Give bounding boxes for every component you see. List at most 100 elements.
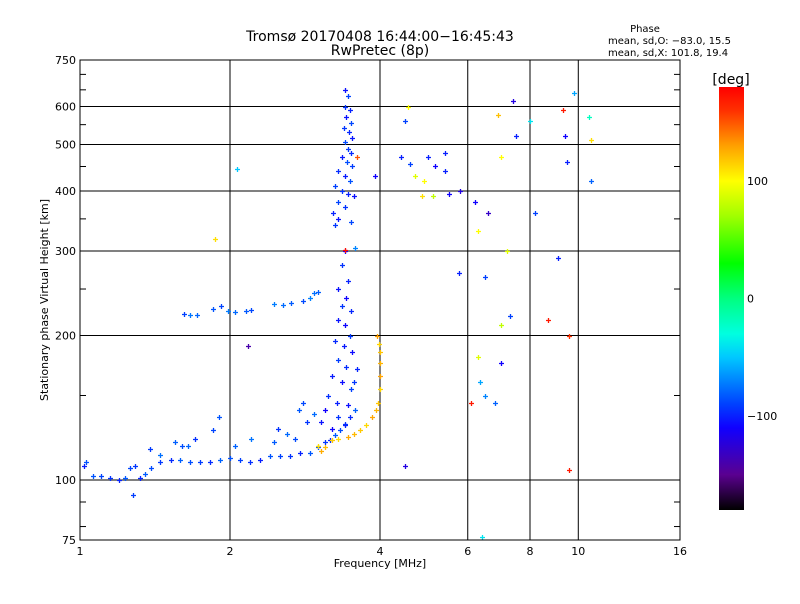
data-point	[335, 401, 340, 406]
data-point	[344, 365, 349, 370]
data-point	[178, 458, 183, 463]
scatter-point	[476, 355, 481, 360]
data-point	[378, 361, 383, 366]
x-axis: 1 2 4 6 8 10 16	[77, 545, 688, 558]
data-point	[347, 130, 352, 135]
scatter-point	[567, 334, 572, 339]
scatter-point	[443, 151, 448, 156]
scatter-point	[426, 155, 431, 160]
data-point	[348, 179, 353, 184]
y-tick-label: 300	[55, 245, 76, 258]
scatter-point	[533, 211, 538, 216]
scatter-point	[443, 169, 448, 174]
y-tick-label: 75	[62, 534, 76, 547]
data-point	[343, 323, 348, 328]
data-point	[289, 301, 294, 306]
scatter-point	[587, 115, 592, 120]
data-point	[353, 408, 358, 413]
scatter-point	[499, 323, 504, 328]
data-point	[272, 440, 277, 445]
scatter-point	[572, 91, 577, 96]
data-point	[336, 200, 341, 205]
data-point	[208, 460, 213, 465]
data-point	[346, 147, 351, 152]
scatter-point	[496, 113, 501, 118]
data-point	[349, 121, 354, 126]
data-point	[330, 427, 335, 432]
data-point	[249, 308, 254, 313]
phase-box-o: mean, sd,O: −83.0, 15.5	[608, 36, 731, 47]
data-point	[218, 458, 223, 463]
scatter-point	[413, 174, 418, 179]
data-point	[377, 342, 382, 347]
data-point	[173, 440, 178, 445]
data-point	[226, 309, 231, 314]
data-point	[323, 440, 328, 445]
data-point	[336, 318, 341, 323]
scatter-point	[373, 174, 378, 179]
data-point	[358, 428, 363, 433]
phase-box-title: Phase	[630, 24, 660, 35]
colorbar-tick-label: −100	[747, 410, 777, 423]
grid-lines	[80, 60, 680, 540]
data-point	[333, 184, 338, 189]
x-tick-label: 8	[527, 545, 534, 558]
data-point	[378, 350, 383, 355]
data-point	[131, 493, 136, 498]
data-point	[330, 438, 335, 443]
data-point	[345, 160, 350, 165]
data-point	[128, 466, 133, 471]
data-point	[350, 164, 355, 169]
scatter-point	[406, 105, 411, 110]
scatter-point	[447, 192, 452, 197]
data-point	[249, 437, 254, 442]
data-point	[91, 474, 96, 479]
scatter-point	[473, 200, 478, 205]
scatter-point	[476, 229, 481, 234]
data-point	[305, 420, 310, 425]
colorbar-label: [deg]	[712, 72, 749, 88]
data-point	[108, 476, 113, 481]
data-point	[344, 296, 349, 301]
data-point	[319, 420, 324, 425]
scatter-point	[403, 119, 408, 124]
data-point	[169, 458, 174, 463]
data-point	[272, 302, 277, 307]
data-point	[281, 303, 286, 308]
data-point	[376, 401, 381, 406]
data-point	[138, 476, 143, 481]
data-point	[117, 478, 122, 483]
data-point	[123, 476, 128, 481]
data-point	[340, 263, 345, 268]
scatter-point	[483, 394, 488, 399]
scatter-point	[546, 318, 551, 323]
data-point	[340, 189, 345, 194]
data-point	[323, 408, 328, 413]
scatter-point	[483, 275, 488, 280]
data-points	[82, 88, 594, 540]
data-point	[233, 444, 238, 449]
scatter-point	[433, 164, 438, 169]
scatter-point	[514, 134, 519, 139]
data-point	[308, 296, 313, 301]
y-tick-label: 400	[55, 185, 76, 198]
data-point	[316, 444, 321, 449]
scatter-point	[246, 344, 251, 349]
data-point	[84, 460, 89, 465]
scatter-point	[408, 162, 413, 167]
data-point	[344, 115, 349, 120]
data-point	[338, 428, 343, 433]
data-point	[297, 408, 302, 413]
scatter-point	[508, 314, 513, 319]
data-point	[158, 453, 163, 458]
chart-title: Tromsø 20170408 16:44:00−16:45:43	[245, 29, 514, 45]
data-point	[343, 105, 348, 110]
data-point	[346, 94, 351, 99]
data-point	[149, 466, 154, 471]
scatter-point	[589, 179, 594, 184]
data-point	[336, 217, 341, 222]
colorbar-ticks: 100 0 −100	[747, 175, 777, 423]
data-point	[148, 447, 153, 452]
data-point	[336, 437, 341, 442]
